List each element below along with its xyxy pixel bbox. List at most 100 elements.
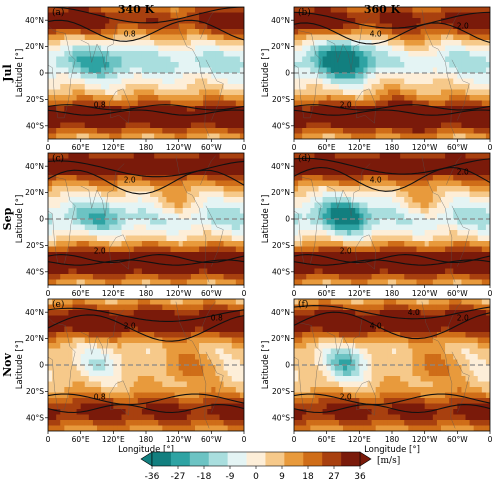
panel-label: (a) [52, 7, 64, 18]
y-axis-label: Latitude [°] [15, 195, 25, 244]
contour-label: 2.0 [340, 393, 352, 402]
contour-line [48, 19, 244, 42]
x-tick-label: 60°E [318, 289, 336, 298]
panels-layer: 0.8 0.8 0 60°E 120°E 180 120°W 60°W 0 40°N 20°N 0 20… [15, 6, 493, 455]
y-tick-label: 20°S [272, 387, 290, 396]
x-tick-label: 60°W [201, 289, 222, 298]
panel-d-coastlines [294, 155, 470, 283]
contour-line [48, 404, 244, 414]
row-label: Nov [1, 353, 14, 377]
x-tick-label: 180 [385, 435, 400, 444]
x-tick-label: 120°W [412, 435, 438, 444]
contour-line [294, 254, 490, 264]
colorbar-tick-label: 36 [354, 472, 366, 482]
x-tick-label: 120°E [348, 143, 371, 152]
x-tick-label: 0 [46, 435, 51, 444]
contour-line [294, 305, 490, 320]
y-tick-label: 20°N [271, 334, 290, 343]
x-tick-label: 180 [139, 143, 154, 152]
colorbar-tick-label: 18 [302, 472, 314, 482]
panel-f-contours [294, 305, 490, 414]
colorbar-segment [341, 452, 361, 466]
x-tick-label: 0 [46, 143, 51, 152]
colorbar-label: [m/s] [377, 456, 400, 466]
y-tick-label: 20°S [26, 95, 44, 104]
y-tick-label: 20°S [272, 95, 290, 104]
colorbar-tick-label: 27 [328, 472, 339, 482]
y-tick-label: 40°N [25, 162, 44, 171]
panel-label: (c) [52, 153, 64, 164]
panel-label: (b) [298, 7, 311, 18]
y-tick-label: 40°S [26, 413, 44, 422]
y-axis-label: Latitude [°] [15, 49, 25, 98]
y-tick-label: 0 [285, 361, 290, 370]
colorbar-tick-label: 0 [253, 472, 259, 482]
x-tick-label: 120°E [348, 289, 371, 298]
colorbar-tick-label: -27 [171, 472, 186, 482]
panel-c-coastlines [48, 155, 224, 283]
y-tick-label: 0 [285, 69, 290, 78]
contour-line [294, 22, 490, 45]
colorbar-segment [189, 452, 210, 466]
contour-line [294, 311, 490, 340]
panel-a: 0.8 0.8 0 60°E 120°E 180 120°W 60°W 0 40°N 20°N 0 20… [15, 6, 247, 163]
x-tick-label: 0 [242, 143, 247, 152]
x-tick-label: 180 [385, 143, 400, 152]
contour-line [294, 109, 490, 116]
y-tick-label: 40°N [271, 308, 290, 317]
y-tick-label: 40°S [272, 413, 290, 422]
contour-line [48, 307, 244, 322]
x-tick-label: 0 [488, 143, 493, 152]
panel-c-field [48, 153, 244, 285]
y-tick-label: 0 [39, 215, 44, 224]
x-tick-label: 60°W [447, 435, 468, 444]
contour-line [294, 104, 490, 111]
contour-line [294, 157, 490, 175]
contour-line [48, 254, 244, 264]
y-tick-label: 20°N [271, 42, 290, 51]
panel-b: 4.0 2.0 2.0 0 60°E 120°E 180 120°W 60°W 0 40°N 20°N… [261, 6, 493, 163]
panel-d-field [294, 153, 490, 285]
contour-line [48, 109, 244, 116]
x-tick-label: 60°E [318, 435, 336, 444]
y-tick-label: 20°N [25, 188, 44, 197]
contour-label: 2.0 [457, 167, 469, 176]
contour-label: 2.0 [124, 175, 136, 184]
x-tick-label: 0 [292, 289, 297, 298]
contour-label: 0.8 [211, 313, 223, 322]
contour-label: 2.0 [340, 101, 352, 110]
x-tick-label: 120°E [102, 435, 125, 444]
panel-b-contours [294, 11, 490, 116]
x-tick-label: 60°W [201, 435, 222, 444]
panel-f-coastlines [294, 301, 470, 429]
column-title: 340 K [118, 3, 155, 16]
x-tick-label: 120°E [348, 435, 371, 444]
y-tick-label: 40°N [271, 16, 290, 25]
panel-a-contours [48, 7, 244, 116]
column-title: 360 K [364, 3, 401, 16]
colorbar-tick-label: -9 [226, 472, 235, 482]
panel-e-coastlines [48, 301, 224, 429]
contour-label: 4.0 [370, 175, 382, 184]
contour-label: 0.8 [124, 29, 136, 38]
x-tick-label: 0 [242, 435, 247, 444]
colorbar-segment [208, 452, 228, 466]
y-tick-label: 20°N [271, 188, 290, 197]
y-tick-label: 40°N [271, 162, 290, 171]
labels-layer: 340 K 360 K Jul Sep Nov [1, 3, 401, 377]
x-tick-label: 0 [488, 289, 493, 298]
contour-label: 2.0 [340, 247, 352, 256]
contour-label: 4.0 [370, 321, 382, 330]
colorbar-segment [322, 452, 342, 466]
y-tick-label: 40°N [25, 308, 44, 317]
contour-line [294, 166, 490, 192]
contour-line [48, 393, 244, 406]
panel-c: 2.0 2.0 0 60°E 120°E 180 120°W 60°W 0 40°N 20°N 0 20… [15, 152, 247, 309]
panel-b-coastlines [294, 9, 470, 137]
contour-label: 4.0 [370, 29, 382, 38]
x-tick-label: 120°W [166, 289, 192, 298]
x-tick-label: 0 [292, 143, 297, 152]
contour-line [48, 259, 244, 266]
colorbar-segment [152, 452, 172, 466]
